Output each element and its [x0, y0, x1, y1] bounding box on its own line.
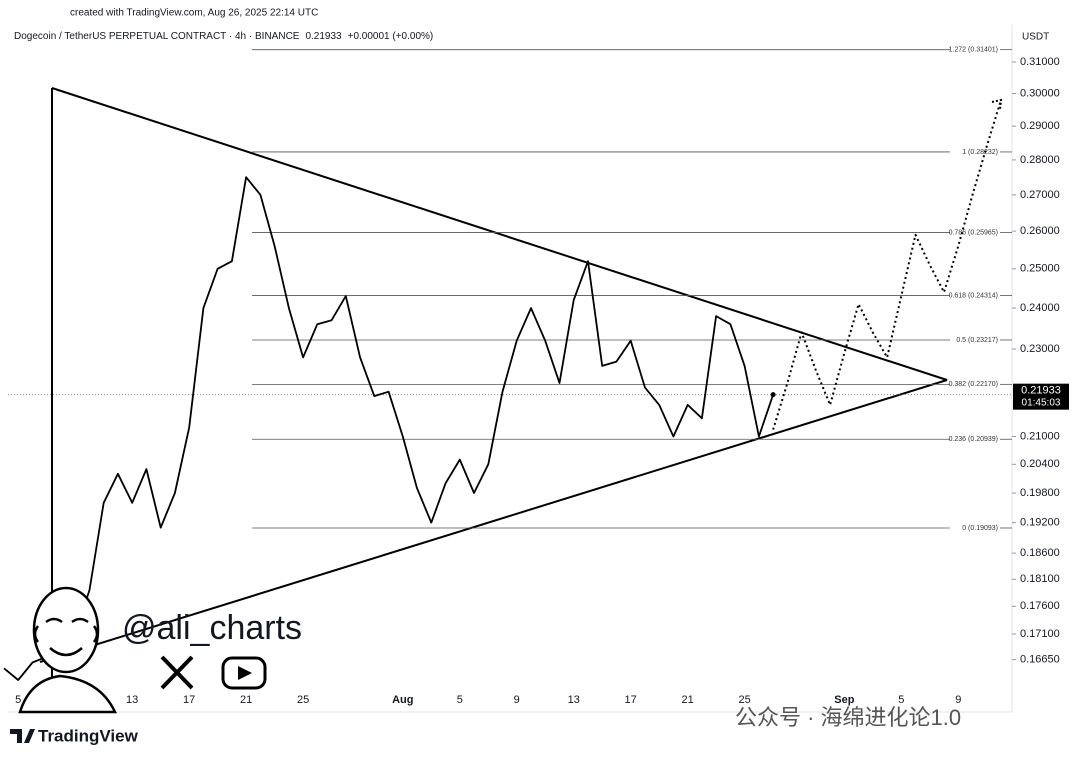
projection-line: [772, 99, 1002, 430]
x-tick-label: 25: [297, 694, 309, 706]
y-tick-label: 0.31000: [1020, 56, 1060, 68]
x-tick-label: 9: [955, 694, 961, 706]
logo-mark: [10, 729, 35, 743]
avatar: [18, 586, 117, 714]
y-tick-label: 0.17100: [1020, 628, 1060, 640]
x-tick-label: 5: [898, 694, 904, 706]
y-tick-label: 0.18600: [1020, 547, 1060, 559]
y-tick-label: 0.20400: [1020, 458, 1060, 470]
fib-label: 1 (0.28232): [962, 149, 998, 156]
y-tick-label: 0.24000: [1020, 302, 1060, 314]
y-tick-label: 0.26000: [1020, 225, 1060, 237]
x-tick-label: 13: [126, 694, 138, 706]
projection-arrow: [991, 98, 1003, 111]
y-tick-label: 0.25000: [1020, 263, 1060, 275]
last-point: [770, 392, 776, 398]
x-tick-label: 21: [682, 694, 694, 706]
x-tick-label: 9: [514, 694, 520, 706]
y-tick-label: 0.21000: [1020, 430, 1060, 442]
y-tick-label: 0.18100: [1020, 573, 1060, 585]
fib-label: 0 (0.19093): [962, 525, 998, 532]
brand: TradingView: [38, 726, 139, 745]
youtube-play: [238, 666, 252, 680]
fib-label: 0.618 (0.24314): [949, 292, 998, 299]
fib-label: 0.5 (0.23217): [956, 337, 998, 344]
y-tick-label: 0.19800: [1020, 487, 1060, 499]
social-icons: [160, 655, 267, 690]
y-tick-label: 0.29000: [1020, 120, 1060, 132]
y-tick-label: 0.27000: [1020, 189, 1060, 201]
y-tick-label: 0.28000: [1020, 154, 1060, 166]
x-tick-label: 21: [240, 694, 252, 706]
x-tick-label: 5: [15, 694, 21, 706]
chart-layer: 0.31000 0.30000 0.29000 0.28000 0.27000 0.260…: [3, 47, 1069, 706]
symbol-title: Dogecoin / TetherUS PERPETUAL CONTRACT ·…: [14, 31, 433, 42]
change: +0.00001 (+0.00%): [348, 31, 434, 42]
x-icon: [160, 655, 194, 690]
price-label: 0.21933: [1021, 385, 1061, 397]
fib-label: 0.236 (0.20939): [949, 436, 998, 443]
fib-label: 0.786 (0.25965): [949, 229, 998, 236]
fib-label: 1.272 (0.31401): [949, 47, 998, 54]
price-label-box: [1013, 383, 1069, 410]
price: 0.21933: [305, 31, 342, 42]
y-tick-label: 0.17600: [1020, 600, 1060, 612]
created-note: created with TradingView.com, Aug 26, 20…: [70, 8, 318, 19]
y-tick-label: 0.23000: [1020, 343, 1060, 355]
x-tick-label: 17: [625, 694, 637, 706]
wechat-watermark: 公众号 · 海绵进化论1.0: [735, 705, 961, 730]
currency: USDT: [1022, 32, 1049, 43]
fib-label: 0.382 (0.22170): [949, 381, 998, 388]
price-line: [3, 176, 774, 681]
y-tick-label: 0.30000: [1020, 87, 1060, 99]
countdown: 01:45:03: [1022, 397, 1061, 408]
x-tick-label: 5: [457, 694, 463, 706]
x-tick-label: 25: [739, 694, 751, 706]
tradingview-logo: TradingView: [10, 726, 139, 745]
symbol: Dogecoin / TetherUS PERPETUAL CONTRACT ·…: [14, 31, 300, 42]
triangle-side: [51, 87, 948, 381]
youtube-icon: [221, 656, 267, 690]
handle: @ali_charts: [122, 609, 302, 647]
x-tick-label: 13: [568, 694, 580, 706]
x-tick-label: 17: [183, 694, 195, 706]
avatar-shoulders: [18, 674, 117, 714]
x-tick-label: Sep: [834, 694, 854, 706]
avatar-mouth: [49, 647, 83, 657]
y-tick-label: 0.16650: [1020, 654, 1060, 666]
x-tick-label: Aug: [392, 694, 413, 706]
y-tick-label: 0.19200: [1020, 517, 1060, 529]
triangle-side: [39, 379, 948, 663]
avatar-head: [32, 586, 100, 674]
avatar-ears: [33, 625, 99, 643]
avatar-eyes: [45, 617, 89, 624]
